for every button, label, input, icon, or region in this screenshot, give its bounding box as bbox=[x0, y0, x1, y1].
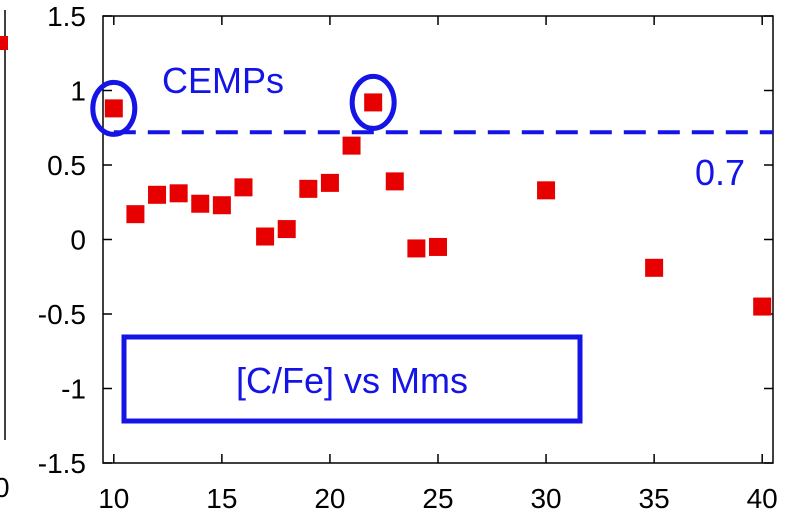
data-point bbox=[407, 239, 426, 258]
data-point bbox=[256, 227, 275, 246]
x-tick-label: 35 bbox=[639, 483, 670, 512]
left-panel-marker bbox=[0, 36, 8, 50]
y-tick-label: -1.5 bbox=[38, 448, 86, 479]
y-tick-label: 1 bbox=[70, 76, 86, 107]
data-point bbox=[320, 173, 339, 192]
data-point bbox=[126, 205, 145, 224]
cemp-circle bbox=[349, 73, 397, 131]
threshold-label: 0.7 bbox=[695, 152, 745, 193]
x-tick-label: 10 bbox=[98, 483, 129, 512]
cemps-label: CEMPs bbox=[162, 60, 284, 101]
annotations: CEMPs [C/Fe] vs Mms bbox=[90, 60, 583, 424]
data-point bbox=[753, 297, 772, 316]
data-point bbox=[645, 258, 664, 277]
data-point bbox=[234, 178, 253, 197]
data-point bbox=[385, 172, 404, 191]
threshold-line-group: 0.7 bbox=[113, 130, 773, 193]
data-point bbox=[364, 93, 383, 112]
data-point bbox=[277, 220, 296, 239]
x-tick-label: 25 bbox=[422, 483, 453, 512]
y-tick-label: 0.5 bbox=[47, 150, 86, 181]
data-point bbox=[169, 184, 188, 203]
x-axis: 10 15 20 25 30 35 40 bbox=[98, 16, 778, 512]
data-point bbox=[429, 237, 447, 256]
cemp-circle bbox=[90, 79, 138, 137]
data-point bbox=[104, 99, 123, 118]
left-panel-x-tick-label: 0 bbox=[0, 472, 10, 503]
y-tick-label: -0.5 bbox=[38, 299, 86, 330]
left-panel-fragment: 0 0 bbox=[0, 10, 10, 503]
data-point bbox=[537, 181, 556, 200]
data-point bbox=[299, 179, 318, 198]
data-point bbox=[212, 196, 231, 215]
x-tick-label: 20 bbox=[314, 483, 345, 512]
x-tick-label: 15 bbox=[206, 483, 237, 512]
y-axis: -1.5 -1 -0.5 0 0.5 1 1.5 bbox=[38, 1, 773, 479]
data-points bbox=[104, 93, 772, 316]
y-tick-label: 1.5 bbox=[47, 1, 86, 32]
y-tick-label: 0 bbox=[70, 225, 86, 256]
y-tick-label: -1 bbox=[61, 374, 86, 405]
data-point bbox=[148, 185, 167, 204]
x-tick-label: 30 bbox=[530, 483, 561, 512]
data-point bbox=[342, 136, 361, 155]
title-box bbox=[121, 334, 583, 424]
x-tick-label: 40 bbox=[747, 483, 778, 512]
data-point bbox=[191, 194, 210, 213]
title-box-label: [C/Fe] vs Mms bbox=[236, 360, 468, 401]
